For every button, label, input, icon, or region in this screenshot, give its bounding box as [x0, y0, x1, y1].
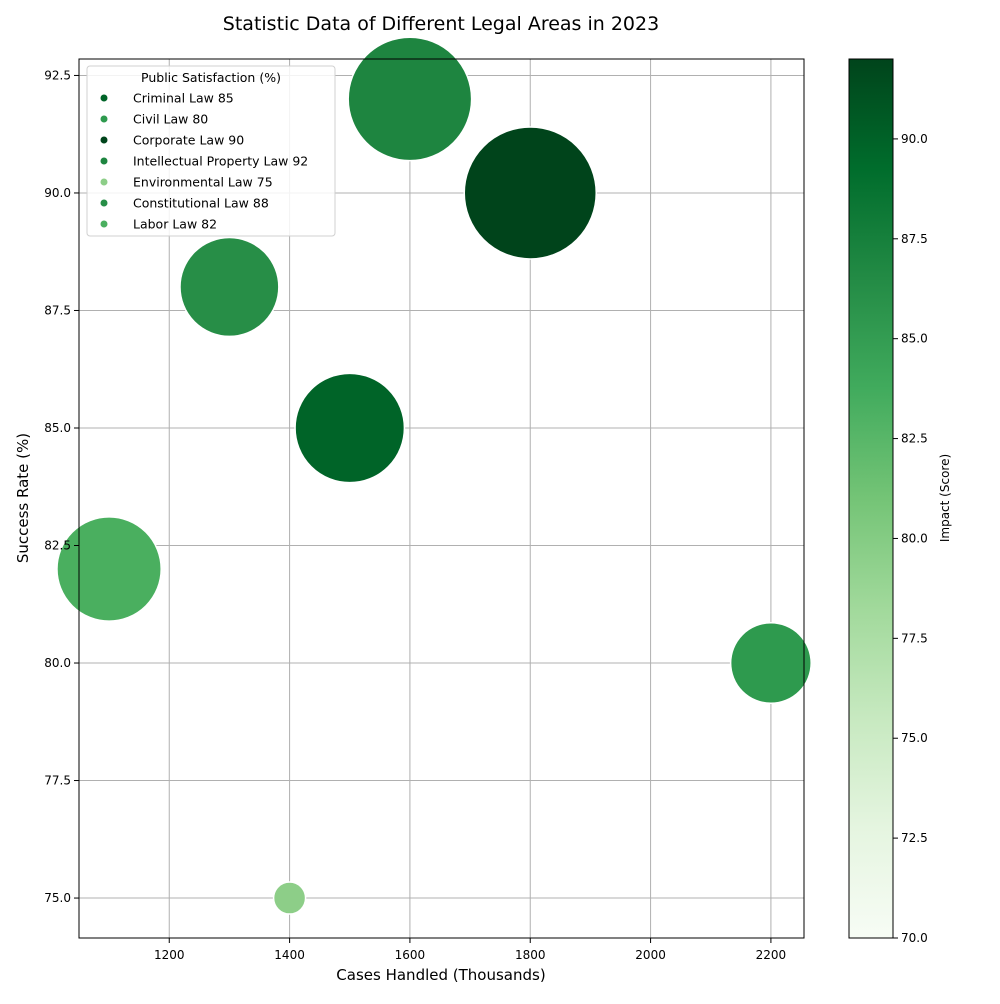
y-tick-label: 90.0 — [44, 186, 71, 200]
legend-item-label: Corporate Law 90 — [133, 133, 244, 148]
colorbar-tick-label: 72.5 — [901, 831, 928, 845]
y-tick-label: 75.0 — [44, 891, 71, 905]
x-tick-label: 2000 — [635, 948, 666, 962]
legend-marker — [100, 115, 108, 123]
legend-marker — [100, 157, 108, 165]
legend: Public Satisfaction (%) Criminal Law 85 C… — [86, 65, 336, 237]
x-axis-ticks: 1200 1400 1600 1800 2000 2200 — [154, 938, 786, 962]
legend-marker — [100, 178, 108, 186]
legend-item-label: Environmental Law 75 — [133, 175, 273, 190]
legend-item-label: Constitutional Law 88 — [133, 196, 269, 211]
colorbar: 70.0 72.5 75.0 77.5 80.0 82.5 85.0 87.5 90.0 Imp… — [848, 58, 952, 945]
y-tick-label: 82.5 — [44, 539, 71, 553]
legend-marker — [100, 94, 108, 102]
y-tick-label: 92.5 — [44, 68, 71, 82]
y-tick-label: 77.5 — [44, 774, 71, 788]
legend-marker — [100, 220, 108, 228]
legend-marker — [100, 199, 108, 207]
x-axis-label: Cases Handled (Thousands) — [336, 966, 545, 984]
colorbar-tick-label: 90.0 — [901, 132, 928, 146]
x-tick-label: 1800 — [515, 948, 546, 962]
legend-box — [86, 65, 336, 237]
plot-frame — [78, 58, 805, 939]
y-tick-label: 87.5 — [44, 303, 71, 317]
colorbar-tick-label: 85.0 — [901, 332, 928, 346]
bubble-corporate-law — [463, 126, 597, 260]
bubble-criminal-law — [294, 372, 406, 484]
x-tick-label: 2200 — [756, 948, 787, 962]
colorbar-tick-label: 80.0 — [901, 531, 928, 545]
colorbar-tick-label: 77.5 — [901, 631, 928, 645]
legend-item-label: Intellectual Property Law 92 — [133, 154, 308, 169]
bubble-constitutional-law — [179, 236, 280, 338]
colorbar-gradient — [848, 58, 894, 939]
x-tick-label: 1600 — [395, 948, 426, 962]
y-axis-ticks: 75.0 77.5 80.0 82.5 85.0 87.5 90.0 92.5 — [44, 68, 79, 905]
colorbar-label: Impact (Score) — [938, 454, 952, 542]
bubble-environmental-law — [272, 881, 307, 915]
bubble-civil-law — [729, 621, 812, 705]
legend-item-label: Labor Law 82 — [133, 217, 217, 232]
y-tick-label: 80.0 — [44, 656, 71, 670]
colorbar-tick-label: 70.0 — [901, 931, 928, 945]
colorbar-tick-label: 75.0 — [901, 731, 928, 745]
x-tick-label: 1200 — [154, 948, 185, 962]
x-tick-label: 1400 — [274, 948, 305, 962]
bubble-intellectual-property-law — [347, 36, 473, 162]
colorbar-tick-label: 87.5 — [901, 232, 928, 246]
y-tick-label: 85.0 — [44, 421, 71, 435]
y-axis-label: Success Rate (%) — [14, 433, 32, 563]
colorbar-tick-label: 82.5 — [901, 432, 928, 446]
legend-marker — [100, 136, 108, 144]
legend-item-label: Criminal Law 85 — [133, 91, 234, 106]
legend-item-label: Civil Law 80 — [133, 112, 208, 127]
legend-title: Public Satisfaction (%) — [141, 70, 281, 85]
bubble-labor-law — [56, 516, 162, 622]
chart-title: Statistic Data of Different Legal Areas … — [223, 13, 659, 35]
bubbles — [56, 36, 812, 915]
